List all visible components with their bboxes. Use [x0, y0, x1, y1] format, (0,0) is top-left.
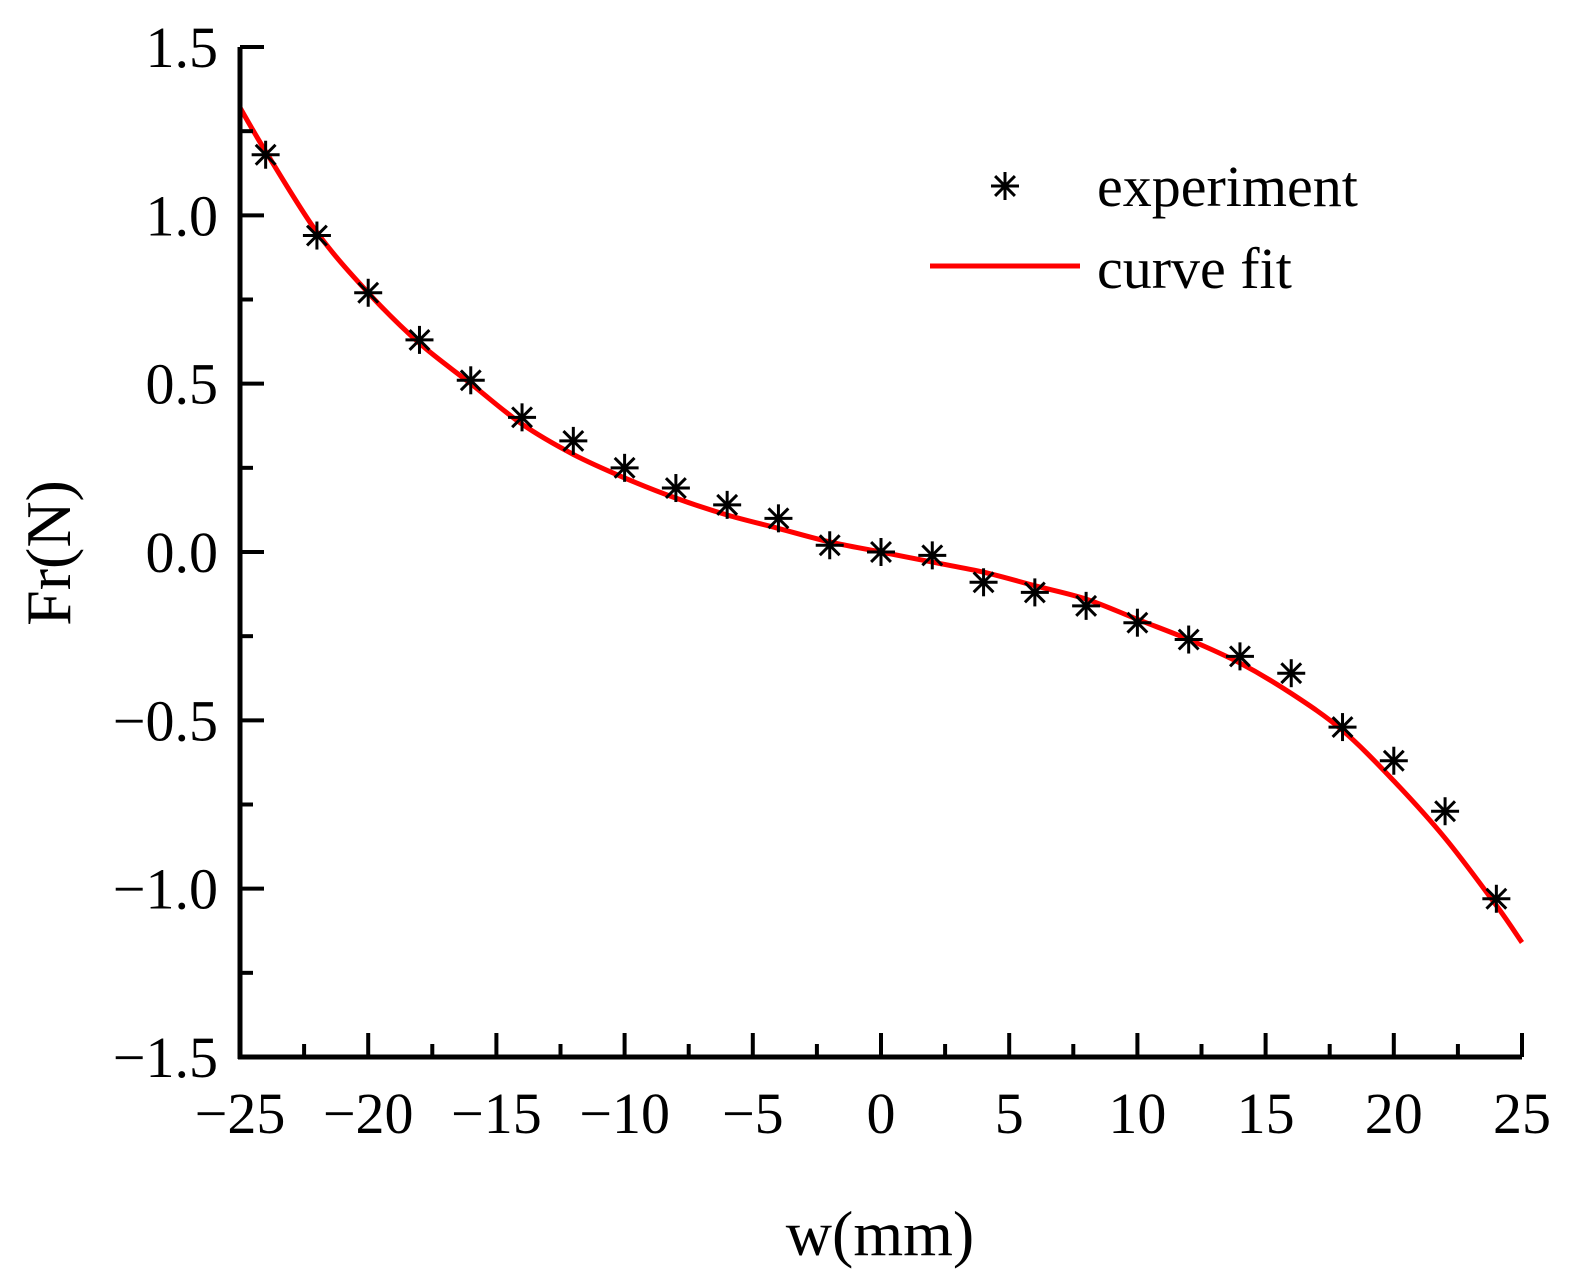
x-tick-label: −25: [195, 1081, 286, 1146]
x-axis-title: w(mm): [786, 1198, 974, 1269]
data-point: [1431, 797, 1460, 826]
x-tick-label: 15: [1237, 1081, 1295, 1146]
data-point: [559, 426, 588, 455]
data-point: [918, 541, 947, 570]
x-tick-label: −5: [722, 1081, 784, 1146]
data-point: [713, 490, 742, 519]
data-point: [1123, 608, 1152, 637]
legend: experiment curve fit: [930, 154, 1358, 301]
legend-asterisk: [991, 172, 1019, 200]
data-point: [1328, 713, 1357, 742]
x-tick-label: −20: [323, 1081, 414, 1146]
data-point: [969, 568, 998, 597]
x-tick-label: 0: [867, 1081, 896, 1146]
y-tick-label: −1.0: [113, 857, 218, 922]
points-layer: [251, 140, 1511, 913]
x-tick-label: 5: [995, 1081, 1024, 1146]
tick-label-layer: −1.5 −1.0 −0.5 0.0 0.5 1.0 1.5 −25 −20 −15 −10 −5 0 5…: [113, 15, 1551, 1146]
y-tick-label: −1.5: [113, 1025, 218, 1090]
axes-layer: [237, 45, 1524, 1060]
x-tick-label: 10: [1108, 1081, 1166, 1146]
data-point: [405, 325, 434, 354]
y-tick-label: 1.0: [146, 183, 219, 248]
y-tick-label: 0.5: [146, 352, 219, 417]
legend-experiment-label: experiment: [1097, 154, 1358, 219]
x-tick-label: 20: [1365, 1081, 1423, 1146]
data-point: [354, 278, 383, 307]
data-point: [456, 366, 485, 395]
data-point: [1225, 642, 1254, 671]
data-point: [251, 140, 280, 169]
data-point: [1072, 591, 1101, 620]
data-point: [1174, 625, 1203, 654]
y-tick-label: −0.5: [113, 688, 218, 753]
data-point: [1482, 884, 1511, 913]
curve-layer: [237, 106, 1525, 944]
legend-curve-fit-label: curve fit: [1097, 236, 1292, 301]
curve-fit-line: [237, 106, 1525, 944]
data-point: [302, 221, 331, 250]
data-point: [764, 504, 793, 533]
data-point: [508, 403, 537, 432]
y-axis-title: Fr(N): [13, 480, 84, 626]
x-tick-label: −10: [579, 1081, 670, 1146]
data-point: [1379, 746, 1408, 775]
y-tick-label: 0.0: [146, 520, 219, 585]
data-point: [1277, 659, 1306, 688]
data-point: [661, 474, 690, 503]
data-point: [610, 453, 639, 482]
data-point: [815, 531, 844, 560]
x-tick-label: −15: [451, 1081, 542, 1146]
data-point: [867, 538, 895, 566]
data-point: [1020, 578, 1049, 607]
legend-experiment-marker: [991, 172, 1019, 200]
y-tick-label: 1.5: [146, 15, 219, 80]
x-tick-label: 25: [1493, 1081, 1551, 1146]
